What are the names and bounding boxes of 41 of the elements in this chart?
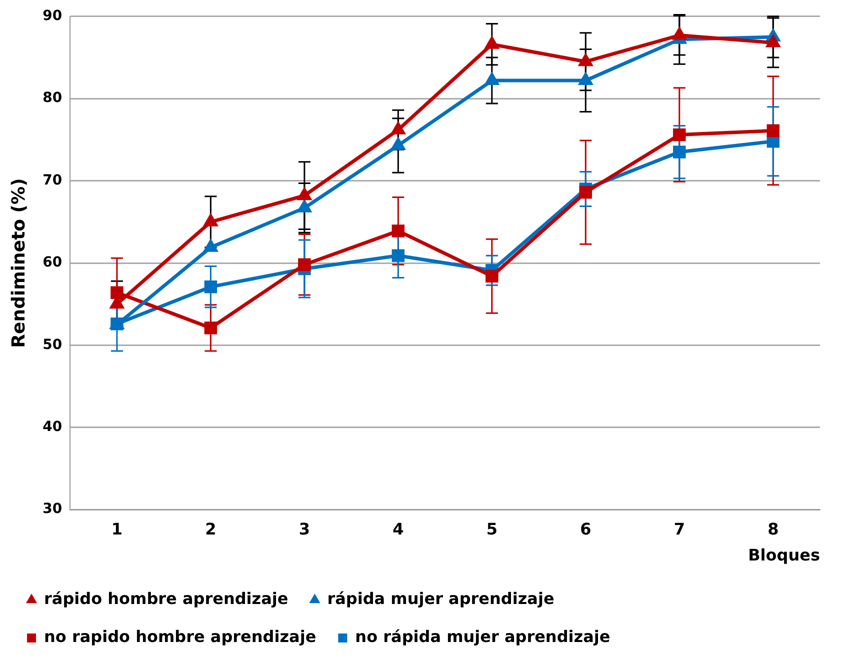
point bbox=[392, 249, 405, 262]
point bbox=[204, 280, 218, 294]
point bbox=[578, 72, 594, 86]
legend-label: no rápida mujer aprendizaje bbox=[355, 627, 610, 646]
point bbox=[766, 124, 780, 138]
point bbox=[486, 270, 498, 283]
point bbox=[484, 72, 500, 86]
point bbox=[390, 136, 406, 150]
x-tick-label: 5 bbox=[486, 519, 498, 538]
point bbox=[578, 52, 594, 66]
x-tick-label: 4 bbox=[392, 519, 404, 538]
point bbox=[110, 286, 124, 299]
x-tick-label: 2 bbox=[205, 519, 216, 538]
y-tick-label: 40 bbox=[42, 419, 62, 436]
x-tick-label: 3 bbox=[298, 519, 310, 538]
y-tick-label: 80 bbox=[42, 90, 62, 106]
y-tick-label: 90 bbox=[42, 8, 62, 24]
y-tick-label: 60 bbox=[42, 254, 62, 271]
point bbox=[392, 224, 405, 238]
x-tick-label: 1 bbox=[111, 519, 123, 538]
point bbox=[673, 146, 686, 158]
x-tick-label: 6 bbox=[580, 519, 592, 538]
legend-label: rápida mujer aprendizaje bbox=[327, 589, 554, 608]
point bbox=[296, 186, 312, 200]
y-tick-label: 50 bbox=[42, 336, 62, 353]
x-tick-label: 8 bbox=[768, 519, 779, 538]
point bbox=[579, 186, 592, 199]
point bbox=[390, 120, 406, 134]
point bbox=[672, 26, 688, 40]
point bbox=[765, 34, 781, 48]
x-axis-title: Bloques bbox=[748, 546, 820, 565]
point bbox=[204, 322, 218, 334]
y-tick-label: 70 bbox=[42, 172, 62, 188]
point bbox=[484, 35, 500, 49]
legend-label: rápido hombre aprendizaje bbox=[44, 589, 288, 608]
y-axis-title: Rendimineto (%) bbox=[8, 178, 30, 348]
point bbox=[298, 258, 311, 272]
x-tick-label: 7 bbox=[674, 519, 685, 538]
legend-label: no rapido hombre aprendizaje bbox=[44, 627, 316, 646]
y-tick-label: 30 bbox=[42, 501, 62, 518]
point bbox=[673, 128, 686, 142]
